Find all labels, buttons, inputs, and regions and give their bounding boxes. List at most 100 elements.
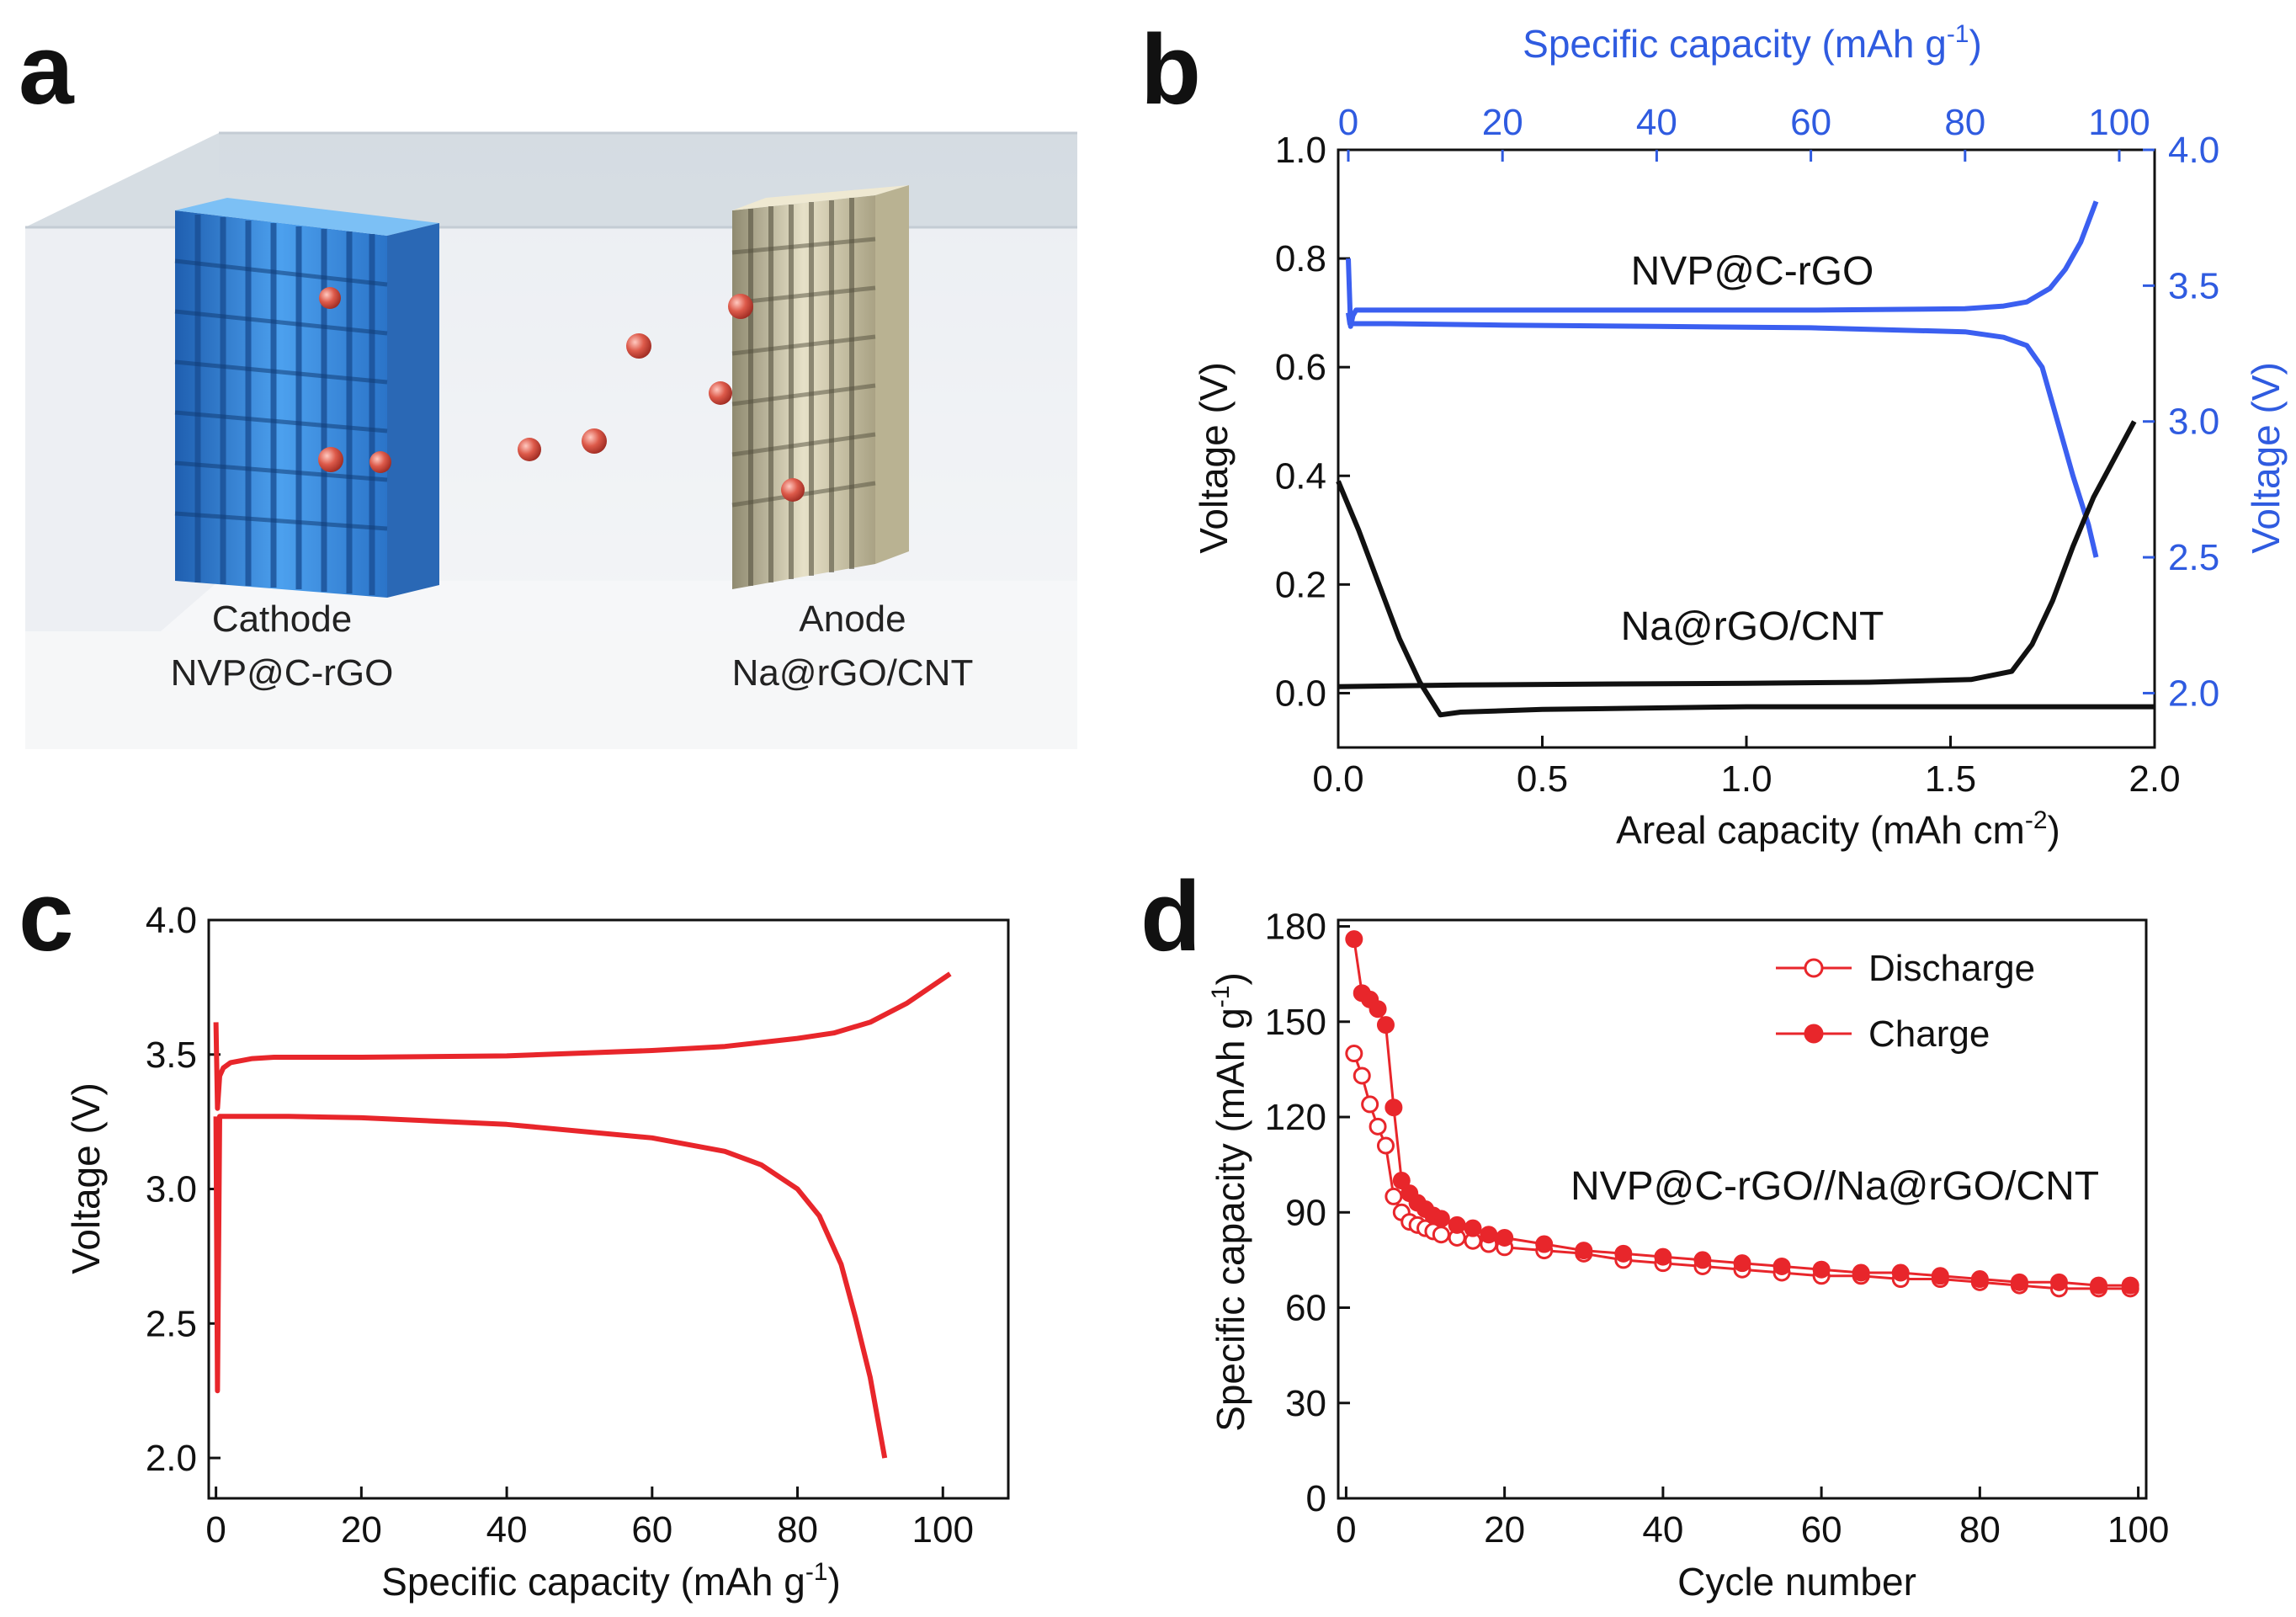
ion — [728, 294, 753, 319]
chart-d-point-charge — [2049, 1273, 2068, 1291]
chart-d-point-charge — [1772, 1257, 1791, 1275]
chart-d-point-charge — [1654, 1247, 1672, 1266]
chart-d-point-charge — [2090, 1276, 2108, 1295]
anode-material: Na@rGO/CNT — [732, 652, 974, 694]
chart-d-ytick-label: 90 — [1285, 1192, 1326, 1233]
ion — [709, 381, 732, 405]
chart-c-xtick-label: 0 — [205, 1509, 226, 1551]
chart-d-point-charge — [1852, 1263, 1870, 1282]
chart-b-xlabel: Areal capacity (mAh cm-2) — [1616, 806, 2060, 852]
chart-d-ytick-label: 60 — [1285, 1288, 1326, 1329]
chart-b-right-ytick-label: 4.0 — [2168, 130, 2219, 171]
chart-b-top-xtick-label: 100 — [2088, 102, 2150, 143]
ion — [781, 478, 805, 502]
chart-d-point-charge — [1432, 1210, 1450, 1228]
annotation-na: Na@rGO/CNT — [1621, 604, 1884, 649]
chart-b-ytick-label: 0.0 — [1275, 673, 1326, 714]
chart-d-point-charge — [1733, 1254, 1751, 1273]
chart-d-point-discharge — [1353, 1066, 1371, 1085]
chart-b-top-xtick-label: 80 — [1944, 102, 1985, 143]
chart-d-point-charge — [1575, 1242, 1593, 1260]
chart-b-ytick-label: 0.8 — [1275, 238, 1326, 279]
annotation-nvp: NVP@C-rGO — [1631, 249, 1874, 294]
cathode-title: Cathode — [212, 598, 352, 640]
legend-marker-1 — [1804, 1024, 1824, 1044]
chart-b-ylabel: Voltage (V) — [1192, 362, 1236, 554]
chart-b-xtick-label: 1.5 — [1925, 758, 1976, 800]
chart-d-point-charge — [1369, 1000, 1387, 1019]
chart-d-ytick-label: 180 — [1265, 907, 1326, 948]
chart-d-point-charge — [1614, 1244, 1633, 1263]
chart-b-series-line-0 — [1346, 200, 2099, 329]
chart-b-xtick-label: 1.0 — [1720, 758, 1772, 800]
chart-d-point-charge — [1376, 1016, 1395, 1035]
chart-d-point-charge — [2010, 1273, 2028, 1291]
chart-b-ytick-label: 0.2 — [1275, 564, 1326, 605]
legend-marker-0 — [1804, 958, 1824, 978]
chart-d-point-charge — [1480, 1226, 1498, 1244]
chart-d-point-charge — [1385, 1098, 1403, 1117]
chart-d-xtick-label: 40 — [1642, 1509, 1683, 1551]
chart-d-point-charge — [1693, 1251, 1712, 1269]
chart-b-top-xtick-label: 60 — [1790, 102, 1831, 143]
legend-label-0: Discharge — [1868, 948, 2035, 989]
cathode-material: NVP@C-rGO — [171, 652, 394, 694]
panel-label-d: d — [1140, 861, 1202, 972]
anode-electrode — [731, 185, 909, 589]
chart-b-right-ytick-label: 3.5 — [2168, 265, 2219, 306]
chart-b-xtick-label: 0.0 — [1312, 758, 1363, 800]
chart-b-right-ytick-label: 3.0 — [2168, 402, 2219, 443]
chart-d-point-charge — [1345, 930, 1363, 949]
chart-d-point-discharge — [1345, 1045, 1363, 1063]
chart-c-ytick-label: 2.5 — [146, 1303, 197, 1344]
chart-d-ytick-label: 150 — [1265, 1002, 1326, 1043]
chart-d-ytick-label: 30 — [1285, 1383, 1326, 1424]
chart-d-point-discharge — [1385, 1187, 1403, 1205]
ion — [518, 438, 541, 461]
chart-c-ytick-label: 3.5 — [146, 1035, 197, 1076]
chart-b-top-xlabel: Specific capacity (mAh g-1) — [1523, 20, 1982, 66]
chart-d-ylabel: Specific capacity (mAh g-1) — [1207, 972, 1252, 1432]
chart-b-ytick-label: 0.6 — [1275, 347, 1326, 388]
chart-d-point-charge — [1891, 1263, 1910, 1282]
chart-d-point-charge — [1448, 1215, 1466, 1234]
chart-d-point-discharge — [1432, 1226, 1450, 1244]
panel-label-c: c — [19, 861, 74, 972]
chart-c-xtick-label: 60 — [631, 1509, 672, 1551]
chart-c-xtick-label: 20 — [341, 1509, 382, 1551]
chart-c-ytick-label: 2.0 — [146, 1438, 197, 1479]
chart-b-series-line-3 — [1337, 420, 2137, 689]
chart-c-xtick-label: 80 — [777, 1509, 818, 1551]
ion — [369, 451, 391, 473]
chart-b-right-ytick-label: 2.5 — [2168, 537, 2219, 578]
chart-d-point-discharge — [1376, 1136, 1395, 1155]
panel-label-b: b — [1140, 14, 1202, 125]
chart-c-xlabel: Specific capacity (mAh g-1) — [381, 1558, 841, 1604]
chart-d-frame — [1337, 918, 2148, 1500]
chart-c-xtick-label: 40 — [486, 1509, 528, 1551]
chart-d-point-discharge — [1369, 1117, 1387, 1136]
chart-c-frame — [207, 918, 1010, 1500]
chart-c-series-line-0 — [213, 971, 952, 1111]
chart-b-ytick-label: 0.4 — [1275, 455, 1326, 497]
ion — [318, 447, 343, 472]
annotation-cell: NVP@C-rGO//Na@rGO/CNT — [1571, 1164, 2099, 1209]
chart-d-xtick-label: 80 — [1959, 1509, 2001, 1551]
chart-d-point-charge — [2121, 1276, 2139, 1295]
chart-c-ytick-label: 3.0 — [146, 1169, 197, 1210]
chart-b-top-xtick-label: 40 — [1636, 102, 1677, 143]
chart-b-right-ylabel: Voltage (V) — [2244, 362, 2288, 554]
chart-d-xtick-label: 0 — [1336, 1509, 1356, 1551]
chart-d-xtick-label: 60 — [1801, 1509, 1842, 1551]
chart-b-top-xtick-label: 0 — [1338, 102, 1358, 143]
ion — [319, 287, 341, 309]
ion — [582, 428, 607, 454]
panel-label-a: a — [19, 14, 74, 125]
chart-b-series-line-2 — [1336, 480, 2155, 718]
chart-d-point-charge — [1812, 1260, 1831, 1279]
chart-d-point-charge — [1496, 1228, 1514, 1247]
chart-c-ylabel: Voltage (V) — [64, 1082, 108, 1274]
